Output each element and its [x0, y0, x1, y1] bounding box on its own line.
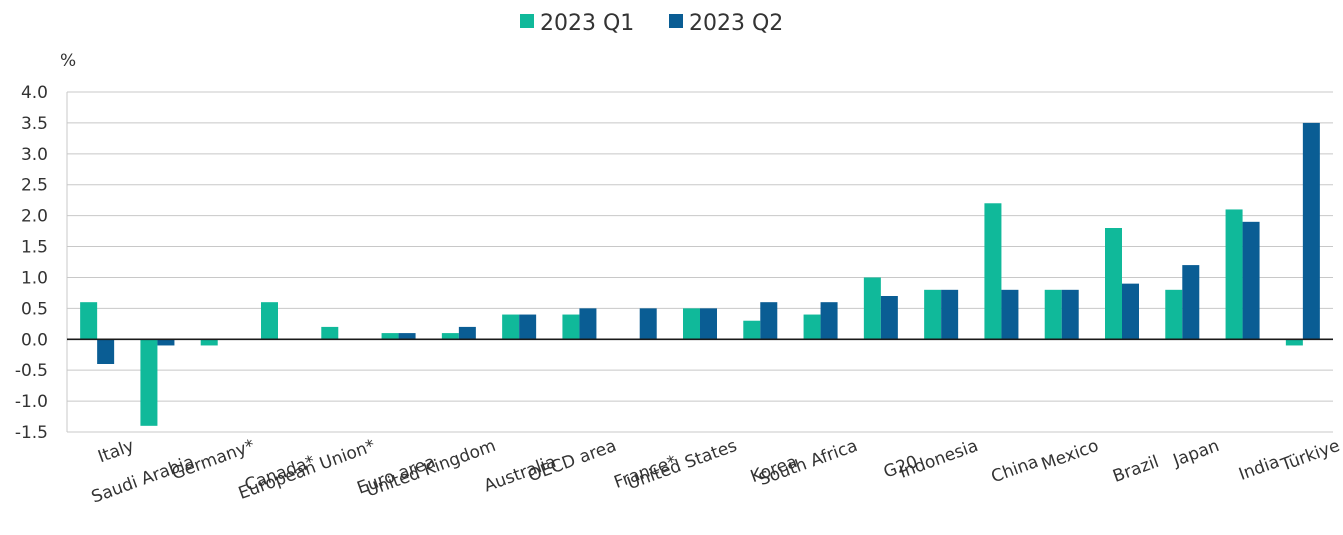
gridlines: [67, 91, 1333, 433]
y-tick-label: -1.0: [15, 392, 48, 412]
legend-label: 2023 Q2: [689, 11, 783, 36]
bar-q1: [1105, 228, 1122, 340]
bar-q1: [80, 302, 98, 340]
y-tick-label: 1.5: [21, 238, 48, 258]
bar-q2: [1001, 289, 1019, 340]
y-axis-unit-label: %: [60, 51, 76, 71]
bar-q2: [1302, 122, 1320, 340]
y-tick-label: 1.0: [21, 268, 48, 288]
x-tick-label: European Union*: [236, 436, 378, 504]
bar-q2: [639, 308, 657, 340]
bar-q2: [1061, 289, 1079, 340]
bar-q1: [1165, 289, 1183, 340]
bar-q2: [519, 314, 537, 340]
x-tick-label: Italy: [95, 436, 137, 467]
bar-q2: [398, 333, 416, 340]
bar-q1: [863, 277, 881, 340]
bar-q2: [941, 289, 959, 340]
legend-swatch: [669, 14, 683, 28]
bar-q1: [924, 289, 942, 340]
bar-q1: [803, 314, 821, 340]
bar-q2: [760, 302, 778, 340]
bar-q2: [820, 302, 838, 340]
bar-q2: [97, 339, 115, 364]
y-tick-label: 3.5: [21, 114, 48, 134]
bar-q2: [579, 308, 597, 340]
x-tick-label: India: [1236, 452, 1282, 485]
x-tick-label: China: [989, 452, 1041, 487]
bar-q2: [700, 308, 717, 340]
bar-q1: [562, 314, 580, 340]
x-tick-label: Mexico: [1039, 436, 1102, 475]
y-tick-label: 0.5: [21, 299, 48, 319]
axes: 4.0 3.5 3.0 2.5 2.0 1.5 1.0 0.5 0.0 -0.5 -1.0 -1.5 I…: [15, 83, 1343, 508]
bar-q2: [458, 326, 476, 340]
bar-q2: [880, 296, 898, 340]
y-tick-label: 2.5: [21, 176, 48, 196]
bar-q1: [984, 203, 1002, 340]
bar-q2: [1182, 265, 1200, 340]
y-tick-label: -1.5: [15, 423, 48, 443]
bar-q1: [441, 333, 459, 340]
y-tick-label: -0.5: [15, 361, 48, 381]
bar-q1: [200, 339, 218, 346]
x-tick-label: Indonesia: [897, 436, 981, 483]
bar-q1: [321, 326, 339, 340]
x-tick-label: Japan: [1170, 436, 1222, 471]
bar-q1: [683, 308, 700, 340]
bar-q1: [1044, 289, 1062, 340]
x-tick-label: Türkiye: [1278, 436, 1343, 476]
bars: [80, 122, 1320, 426]
bar-q1: [381, 333, 399, 340]
legend-label: 2023 Q1: [540, 11, 634, 36]
bar-q1: [1225, 209, 1243, 340]
bar-q1: [502, 314, 520, 340]
legend-swatch: [520, 14, 534, 28]
bar-q1: [1285, 339, 1303, 346]
bar-q2: [1122, 283, 1139, 340]
bar-q2: [1242, 221, 1260, 340]
legend: 2023 Q1 2023 Q2: [520, 11, 783, 36]
bar-q1: [140, 339, 158, 426]
bar-q1: [743, 320, 761, 340]
x-tick-label: Brazil: [1110, 452, 1161, 487]
bar-q1: [261, 302, 278, 340]
y-tick-label: 0.0: [21, 330, 48, 350]
y-tick-label: 4.0: [21, 83, 48, 103]
y-tick-label: 2.0: [21, 207, 48, 227]
y-tick-label: 3.0: [21, 145, 48, 165]
bar-q2: [157, 339, 175, 346]
